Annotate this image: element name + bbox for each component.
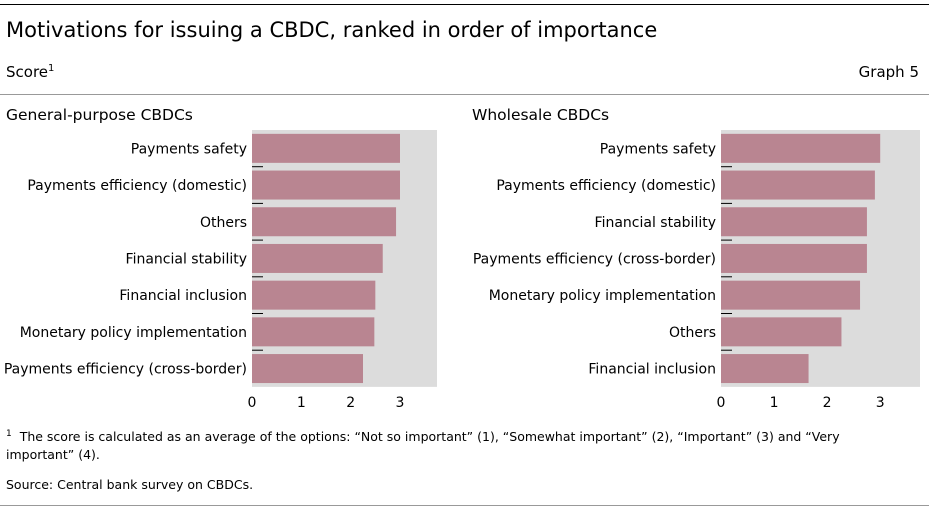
subtitle-footnote-marker: 1	[48, 63, 55, 74]
wholesale-bar-chart: Payments safety Payments efficiency (dome…	[473, 130, 920, 411]
category-label: Monetary policy implementation	[20, 325, 247, 341]
chart-subtitle: Score1	[6, 63, 54, 81]
bar-payments-efficiency-domestic	[721, 170, 875, 200]
header-rule	[0, 94, 929, 95]
bar-payments-efficiency-domestic	[252, 170, 400, 200]
category-label: Financial inclusion	[119, 288, 247, 304]
panel-title-wholesale: Wholesale CBDCs	[472, 106, 610, 124]
top-rule	[0, 4, 929, 5]
category-label: Financial stability	[595, 215, 716, 231]
bar-financial-stability	[252, 243, 383, 273]
x-tick-label: 3	[876, 395, 885, 411]
category-label: Financial stability	[126, 251, 247, 267]
category-label: Monetary policy implementation	[489, 288, 716, 304]
category-label: Others	[200, 215, 247, 231]
x-tick-label: 3	[396, 395, 405, 411]
category-label: Payments efficiency (cross-border)	[473, 251, 716, 267]
x-tick-label: 1	[770, 395, 779, 411]
x-tick-label: 2	[346, 395, 355, 411]
footnote: 1 The score is calculated as an average …	[6, 425, 906, 464]
panel-title-general-purpose: General-purpose CBDCs	[6, 106, 193, 124]
subtitle-text: Score	[6, 63, 49, 81]
category-label: Payments safety	[600, 141, 716, 157]
category-label: Payments safety	[131, 141, 247, 157]
chart-title: Motivations for issuing a CBDC, ranked i…	[6, 18, 658, 42]
bar-payments-efficiency-cross-border	[252, 354, 363, 384]
bar-payments-efficiency-cross-border	[721, 243, 867, 273]
category-label: Payments efficiency (domestic)	[496, 178, 716, 194]
category-label: Payments efficiency (cross-border)	[4, 362, 247, 378]
bar-monetary-policy-implementation	[721, 280, 861, 310]
x-tick-label: 0	[717, 395, 726, 411]
bar-payments-safety	[252, 133, 400, 163]
footnote-marker: 1	[6, 429, 12, 439]
general-purpose-bar-chart: Payments safety Payments efficiency (dome…	[4, 130, 437, 411]
x-tick-label: 1	[297, 395, 306, 411]
bottom-rule	[0, 505, 929, 506]
source-note: Source: Central bank survey on CBDCs.	[6, 477, 254, 492]
bar-financial-stability	[721, 207, 867, 237]
x-tick-label: 2	[823, 395, 832, 411]
bar-others	[252, 207, 397, 237]
bar-others	[721, 317, 842, 347]
category-label: Others	[669, 325, 716, 341]
category-label: Payments efficiency (domestic)	[27, 178, 247, 194]
bar-financial-inclusion	[721, 354, 809, 384]
category-label: Financial inclusion	[588, 362, 716, 378]
bar-financial-inclusion	[252, 280, 376, 310]
bar-payments-safety	[721, 133, 881, 163]
x-tick-label: 0	[248, 395, 257, 411]
graph-number: Graph 5	[858, 63, 919, 81]
footnote-text: The score is calculated as an average of…	[6, 429, 840, 463]
bar-monetary-policy-implementation	[252, 317, 375, 347]
